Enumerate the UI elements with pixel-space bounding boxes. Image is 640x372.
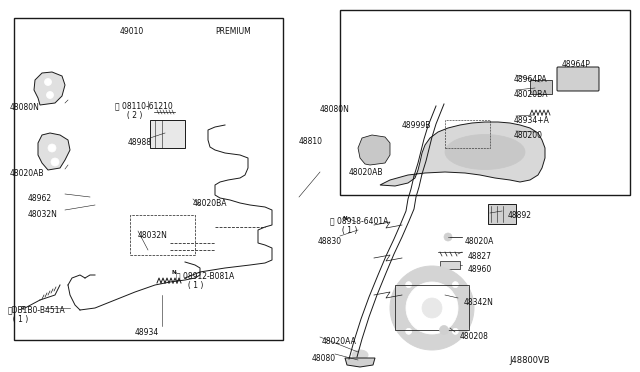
- Circle shape: [45, 78, 51, 86]
- Text: 48020BA: 48020BA: [193, 199, 227, 208]
- Circle shape: [406, 282, 458, 334]
- Polygon shape: [345, 358, 375, 367]
- Bar: [440, 261, 460, 269]
- Circle shape: [444, 233, 452, 241]
- Text: 48342N: 48342N: [464, 298, 494, 307]
- Circle shape: [390, 266, 474, 350]
- Circle shape: [452, 282, 458, 288]
- Text: Ⓡ 08918-6401A
     ( 1 ): Ⓡ 08918-6401A ( 1 ): [330, 216, 388, 235]
- Text: 48827: 48827: [468, 252, 492, 261]
- Text: 48020AB: 48020AB: [349, 168, 383, 177]
- Text: 48020AB: 48020AB: [10, 169, 45, 178]
- Text: 48080N: 48080N: [320, 105, 350, 114]
- Circle shape: [440, 326, 449, 334]
- Bar: [488, 204, 516, 224]
- Bar: [14, 18, 283, 340]
- Circle shape: [452, 328, 458, 334]
- Text: 48960: 48960: [468, 265, 492, 274]
- Bar: [340, 10, 630, 195]
- Text: 48892: 48892: [508, 211, 532, 220]
- Text: 48934: 48934: [135, 328, 159, 337]
- Text: ⓇDB1B0-B451A
  ( 1 ): ⓇDB1B0-B451A ( 1 ): [8, 305, 66, 324]
- Circle shape: [422, 298, 442, 318]
- Text: 48810: 48810: [299, 137, 323, 146]
- Text: 48020AA: 48020AA: [322, 337, 357, 346]
- Polygon shape: [38, 133, 70, 170]
- Text: 49010: 49010: [120, 27, 144, 36]
- Bar: [150, 120, 185, 148]
- Circle shape: [51, 158, 59, 166]
- Text: 48999B: 48999B: [402, 121, 431, 130]
- Circle shape: [47, 92, 54, 99]
- Text: J48800VB: J48800VB: [509, 356, 550, 365]
- Polygon shape: [358, 135, 390, 165]
- Text: 480208: 480208: [460, 332, 489, 341]
- Text: 48964PA: 48964PA: [514, 75, 548, 84]
- Circle shape: [406, 282, 412, 288]
- Text: 48080N: 48080N: [10, 103, 40, 112]
- Circle shape: [406, 328, 412, 334]
- Text: N: N: [342, 215, 348, 221]
- Text: N: N: [172, 269, 176, 275]
- Text: 48080: 48080: [312, 354, 336, 363]
- Text: Ⓡ 08912-B081A
     ( 1 ): Ⓡ 08912-B081A ( 1 ): [176, 271, 234, 291]
- Text: ⒳ 08110-61210
     ( 2 ): ⒳ 08110-61210 ( 2 ): [115, 101, 173, 121]
- Ellipse shape: [352, 350, 368, 360]
- Bar: [395, 285, 469, 330]
- Text: 48830: 48830: [318, 237, 342, 246]
- Text: 48032N: 48032N: [138, 231, 168, 240]
- Text: 48964P: 48964P: [562, 60, 591, 69]
- Text: 48962: 48962: [28, 194, 52, 203]
- Text: 480200: 480200: [514, 131, 543, 140]
- Text: PREMIUM: PREMIUM: [215, 27, 251, 36]
- Polygon shape: [380, 122, 545, 186]
- Text: 48988: 48988: [128, 138, 152, 147]
- Circle shape: [48, 144, 56, 152]
- FancyBboxPatch shape: [557, 67, 599, 91]
- Text: 48032N: 48032N: [28, 210, 58, 219]
- Polygon shape: [34, 72, 65, 105]
- Text: 48020A: 48020A: [465, 237, 494, 246]
- Ellipse shape: [445, 135, 525, 170]
- Text: 48934+A: 48934+A: [514, 116, 550, 125]
- Bar: [530, 80, 552, 94]
- Text: R: R: [20, 305, 24, 311]
- Text: 48020BA: 48020BA: [514, 90, 548, 99]
